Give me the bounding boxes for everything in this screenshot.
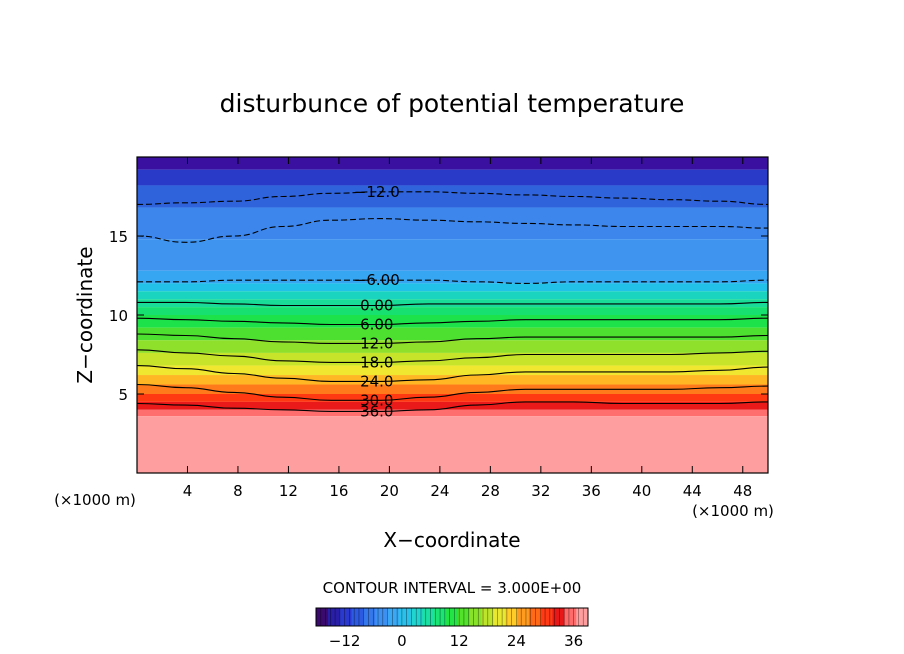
x-tick-label: 36	[582, 482, 601, 500]
colorbar-tick-label: −12	[329, 632, 361, 650]
colorbar-swatch	[552, 608, 565, 626]
contour-line	[137, 401, 768, 412]
contour-line	[137, 349, 768, 363]
colorbar-swatch	[316, 608, 329, 626]
colorbar-swatch	[469, 608, 483, 626]
colorbar-swatch	[434, 608, 447, 626]
contour-label: 6.00	[360, 315, 393, 333]
color-band	[137, 315, 768, 328]
color-band	[137, 394, 768, 402]
contour-lines	[137, 191, 768, 412]
contour-label: 18.0	[360, 353, 393, 371]
colorbar-tick-label: 0	[397, 632, 407, 650]
colorbar-swatch	[398, 608, 412, 626]
colorbar-swatch	[517, 608, 530, 626]
x-tick-label: 32	[531, 482, 550, 500]
color-band	[137, 375, 768, 385]
contour-interval-text: CONTOUR INTERVAL = 3.000E+00	[323, 579, 582, 597]
colorbar-swatch	[410, 608, 423, 626]
color-band	[137, 283, 768, 292]
colorbar-swatch	[422, 608, 435, 626]
x-tick-label: 16	[329, 482, 348, 500]
contour-label: −6.00	[354, 271, 400, 289]
x-tick-label: 4	[183, 482, 193, 500]
x-tick-label: 20	[380, 482, 399, 500]
plot-area	[137, 157, 768, 473]
colorbar-swatch	[576, 608, 589, 626]
color-band	[137, 291, 768, 300]
x-tick-label: 24	[430, 482, 449, 500]
color-band	[137, 207, 768, 240]
colorbar-tick-label: 12	[450, 632, 469, 650]
colorbar-swatch	[339, 608, 352, 626]
colorbar-swatch	[540, 608, 554, 626]
contour-label: 12.0	[360, 334, 393, 352]
y-tick-label: 5	[118, 386, 128, 404]
contour-label: 24.0	[360, 372, 393, 390]
contour-line	[137, 301, 768, 307]
color-band	[137, 169, 768, 186]
colorbar-swatch	[351, 608, 364, 626]
colorbar-swatch	[493, 608, 506, 626]
color-band	[137, 239, 768, 271]
color-band	[137, 384, 768, 394]
x-tick-label: 48	[733, 482, 752, 500]
colorbar-tick-label: 36	[564, 632, 583, 650]
y-axis-label: Z−coordinate	[73, 246, 97, 383]
contour-line	[137, 218, 768, 243]
colorbar-swatch	[528, 608, 542, 626]
colorbar-swatch	[327, 608, 341, 626]
contour-line	[137, 317, 768, 326]
color-bands	[137, 157, 768, 473]
y-tick-label: 15	[109, 228, 128, 246]
x-tick-label: 40	[632, 482, 651, 500]
colorbar: −12 0 12 24 36	[315, 607, 589, 650]
contour-line	[137, 279, 768, 284]
colorbar-swatch	[375, 608, 388, 626]
colorbar-swatch	[363, 608, 376, 626]
contour-label: −12.0	[354, 183, 400, 201]
colorbar-swatch	[386, 608, 400, 626]
color-band	[137, 416, 768, 473]
x-tick-label: 28	[481, 482, 500, 500]
color-band	[137, 365, 768, 376]
colorbar-tick-label: 24	[507, 632, 526, 650]
y-tick-label: 10	[109, 307, 128, 325]
x-unit-left: (×1000 m)	[54, 491, 136, 509]
x-unit-right: (×1000 m)	[692, 502, 774, 520]
contour-line	[137, 333, 768, 344]
colorbar-swatch	[446, 608, 459, 626]
contour-line	[137, 383, 768, 401]
color-band	[137, 157, 768, 170]
contour-line	[137, 191, 768, 205]
color-band	[137, 340, 768, 353]
color-band	[137, 299, 768, 308]
axis-ticks	[137, 157, 768, 473]
x-tick-label: 44	[683, 482, 702, 500]
contour-label: 30.0	[360, 391, 393, 409]
chart-title: disturbunce of potential temperature	[220, 89, 685, 118]
contour-label: 0.00	[360, 297, 393, 315]
colorbar-swatch	[564, 608, 577, 626]
x-tick-label: 8	[233, 482, 243, 500]
colorbar-frame	[315, 607, 589, 627]
color-band	[137, 401, 768, 410]
color-band	[137, 185, 768, 208]
x-axis-label: X−coordinate	[383, 528, 520, 552]
color-band	[137, 409, 768, 417]
contour-line	[137, 365, 768, 382]
color-band	[137, 307, 768, 315]
contour-label: 36.0	[360, 402, 393, 420]
x-tick-label: 12	[279, 482, 298, 500]
